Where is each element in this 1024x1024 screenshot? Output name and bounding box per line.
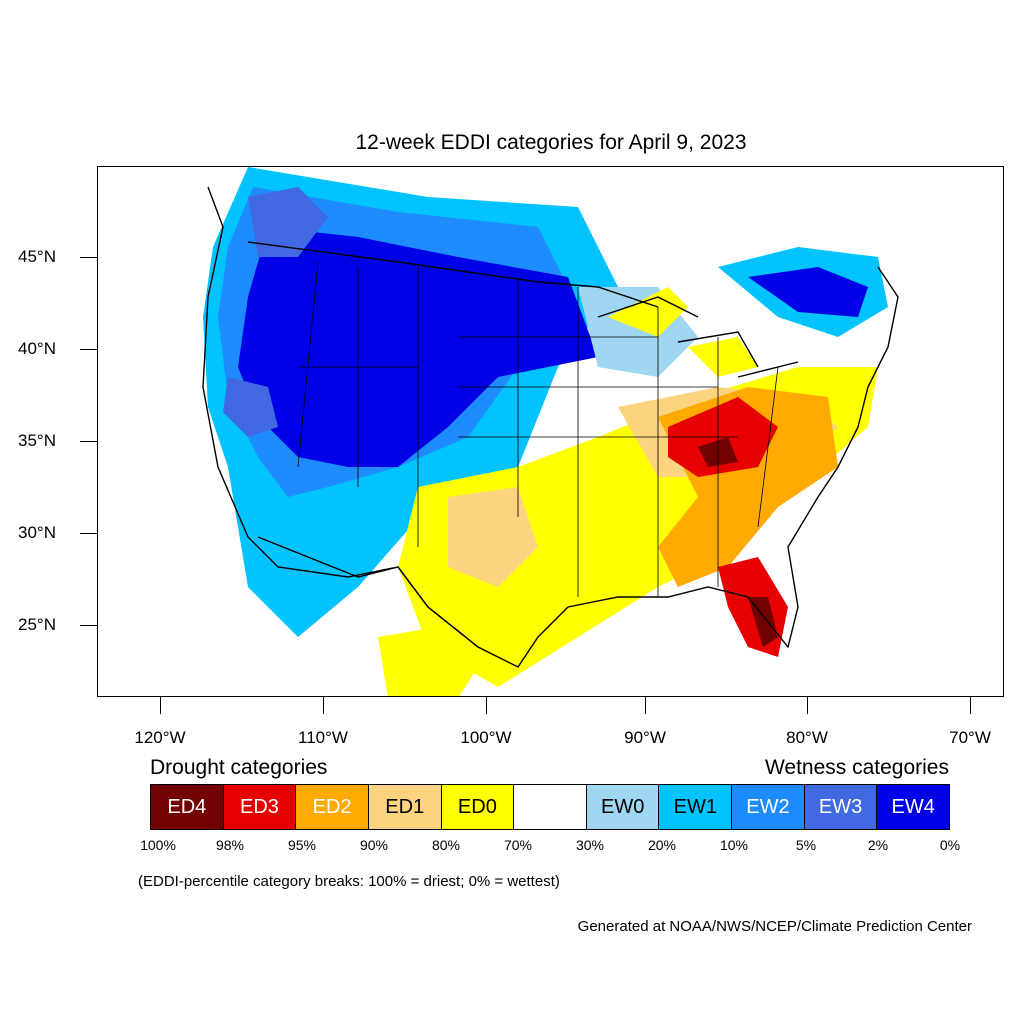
- region-ed0-mx: [378, 627, 478, 696]
- legend-box-ed0: ED0: [441, 785, 515, 829]
- lon-tick-100: [486, 697, 487, 714]
- legend-note: (EDDI-percentile category breaks: 100% =…: [138, 873, 560, 890]
- lon-tick-120: [160, 697, 161, 714]
- region-ew3-nw: [248, 187, 328, 257]
- legend-break-label: 95%: [287, 837, 317, 853]
- lon-tick-70: [970, 697, 971, 714]
- legend-break-label: 5%: [795, 837, 817, 853]
- lon-label-80: 80°W: [786, 728, 828, 747]
- lon-tick-80: [807, 697, 808, 714]
- legend-box-ew4: EW4: [877, 785, 950, 829]
- region-ed0-mich: [688, 337, 758, 377]
- lat-label-40: 40°N: [18, 339, 56, 358]
- boundaries: [202, 186, 899, 668]
- canada-border: [247, 241, 659, 308]
- legend-break-label: 90%: [359, 837, 389, 853]
- legend-box-normal: [514, 785, 587, 829]
- lon-label-90: 90°W: [624, 728, 666, 747]
- region-ed0-glakes: [608, 287, 688, 337]
- legend-box-ed4: ED4: [151, 785, 224, 829]
- legend-box-ed1: ED1: [368, 785, 442, 829]
- lon-tick-90: [645, 697, 646, 714]
- region-ew3-ca: [223, 377, 278, 437]
- lon-label-100: 100°W: [460, 728, 512, 747]
- state-lines: [297, 261, 779, 597]
- region-ew4-ne: [748, 267, 868, 317]
- lon-label-70: 70°W: [949, 728, 991, 747]
- legend-box-ed3: ED3: [223, 785, 297, 829]
- lat-label-45: 45°N: [18, 247, 56, 266]
- legend-break-label: 2%: [867, 837, 889, 853]
- legend-break-label: 100%: [140, 837, 176, 853]
- legend-box-ew1: EW1: [659, 785, 733, 829]
- us-outline: [202, 186, 899, 668]
- lat-tick-45: [80, 257, 97, 258]
- region-ed1-tx: [448, 487, 538, 587]
- legend-break-label: 80%: [431, 837, 461, 853]
- lat-tick-40: [80, 349, 97, 350]
- eddi-map: [97, 166, 1004, 697]
- great-lakes: [597, 296, 799, 378]
- legend-break-label: 20%: [647, 837, 677, 853]
- mexico-border: [257, 536, 479, 648]
- drought-heading: Drought categories: [150, 756, 328, 779]
- lat-tick-35: [80, 441, 97, 442]
- lat-tick-25: [80, 625, 97, 626]
- lat-label-30: 30°N: [18, 523, 56, 542]
- legend-break-label: 98%: [215, 837, 245, 853]
- legend-box-ew2: EW2: [732, 785, 805, 829]
- legend-box-ew0: EW0: [586, 785, 660, 829]
- lon-label-110: 110°W: [298, 728, 348, 747]
- legend-bar: ED4 ED3 ED2 ED1 ED0 EW0 EW1 EW2 EW3 EW4: [150, 784, 950, 830]
- region-ed4-fl: [748, 597, 778, 647]
- lon-label-120: 120°W: [134, 728, 186, 747]
- legend-break-label: 70%: [503, 837, 533, 853]
- legend-box-ew3: EW3: [804, 785, 878, 829]
- legend-break-label: 10%: [719, 837, 749, 853]
- credit-line: Generated at NOAA/NWS/NCEP/Climate Predi…: [577, 918, 972, 935]
- lon-tick-110: [323, 697, 324, 714]
- wetness-heading: Wetness categories: [764, 756, 949, 779]
- legend-break-label: 0%: [939, 837, 961, 853]
- map-title: 12-week EDDI categories for April 9, 202…: [355, 131, 747, 154]
- lat-label-25: 25°N: [18, 615, 56, 634]
- legend-box-ed2: ED2: [296, 785, 369, 829]
- lat-label-35: 35°N: [18, 431, 56, 450]
- category-regions: [203, 167, 888, 696]
- lat-tick-30: [80, 533, 97, 534]
- legend-break-label: 30%: [575, 837, 605, 853]
